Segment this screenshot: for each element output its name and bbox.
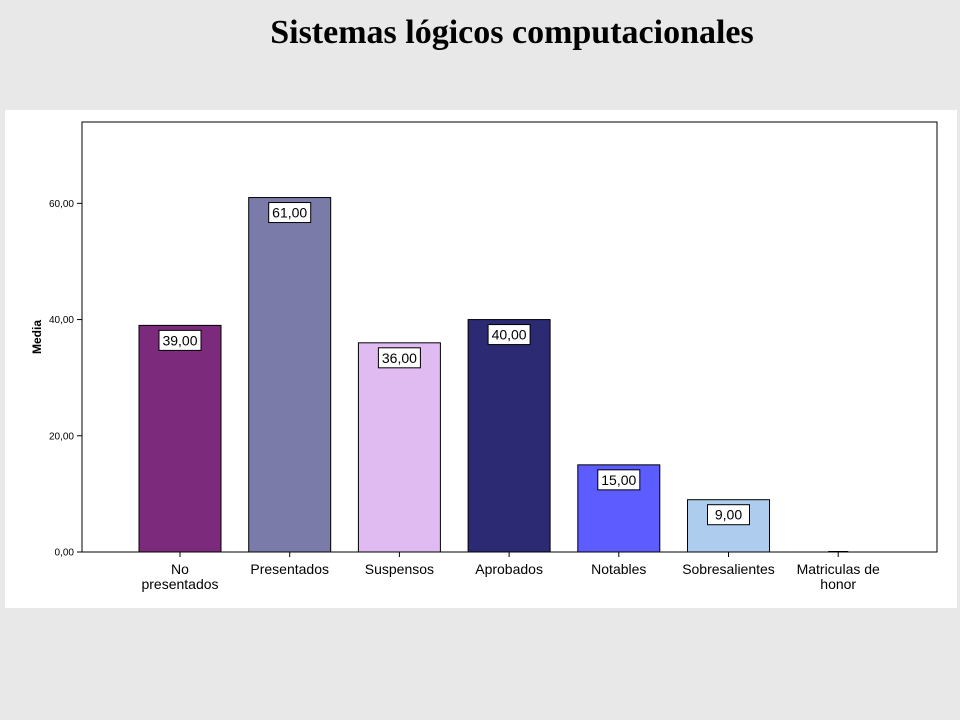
data-label: 40,00 bbox=[492, 327, 527, 343]
data-label: 9,00 bbox=[715, 507, 742, 523]
data-label-box bbox=[487, 324, 531, 346]
bar-chart: 0,00 20,00 40,00 60,00 39,00 61,00 36,00 40,00… bbox=[30, 121, 938, 592]
data-label: 36,00 bbox=[382, 350, 417, 366]
x-tick-label: Matriculas de honor bbox=[797, 561, 880, 592]
chart-title: Sistemas lógicos computacionales bbox=[270, 14, 754, 51]
data-label: 39,00 bbox=[162, 332, 197, 348]
bar bbox=[138, 324, 222, 553]
x-tick-label: Sobresalientes bbox=[682, 561, 775, 577]
y-axis-label: Media bbox=[30, 320, 44, 354]
bar bbox=[248, 197, 332, 553]
data-label-box bbox=[377, 347, 421, 369]
data-label-box bbox=[597, 469, 641, 491]
data-label: 61,00 bbox=[272, 205, 307, 221]
data-label-box bbox=[707, 504, 750, 526]
data-label-box bbox=[268, 202, 312, 224]
data-label: 15,00 bbox=[601, 472, 636, 488]
x-axis: No presentados Presentados Suspensos Aprobad… bbox=[141, 552, 880, 592]
x-tick-label: Suspensos bbox=[365, 561, 434, 577]
x-tick-label: Notables bbox=[591, 561, 646, 577]
y-tick-label: 40,00 bbox=[49, 315, 74, 326]
data-label-box bbox=[158, 329, 202, 351]
bar bbox=[467, 319, 551, 553]
bar bbox=[357, 342, 441, 553]
y-tick-label: 0,00 bbox=[55, 548, 75, 559]
x-tick-label: No presentados bbox=[141, 561, 218, 592]
chart-panel: 0,00 20,00 40,00 60,00 39,00 61,00 36,00 40,00… bbox=[5, 110, 957, 608]
bars: 39,00 61,00 36,00 40,00 15,00 9,00 bbox=[138, 197, 849, 553]
y-axis: 0,00 20,00 40,00 60,00 bbox=[49, 199, 82, 559]
y-tick-label: 60,00 bbox=[49, 199, 74, 210]
x-tick-label: Aprobados bbox=[475, 561, 543, 577]
x-tick-label: Presentados bbox=[250, 561, 329, 577]
y-tick-label: 20,00 bbox=[49, 431, 74, 442]
